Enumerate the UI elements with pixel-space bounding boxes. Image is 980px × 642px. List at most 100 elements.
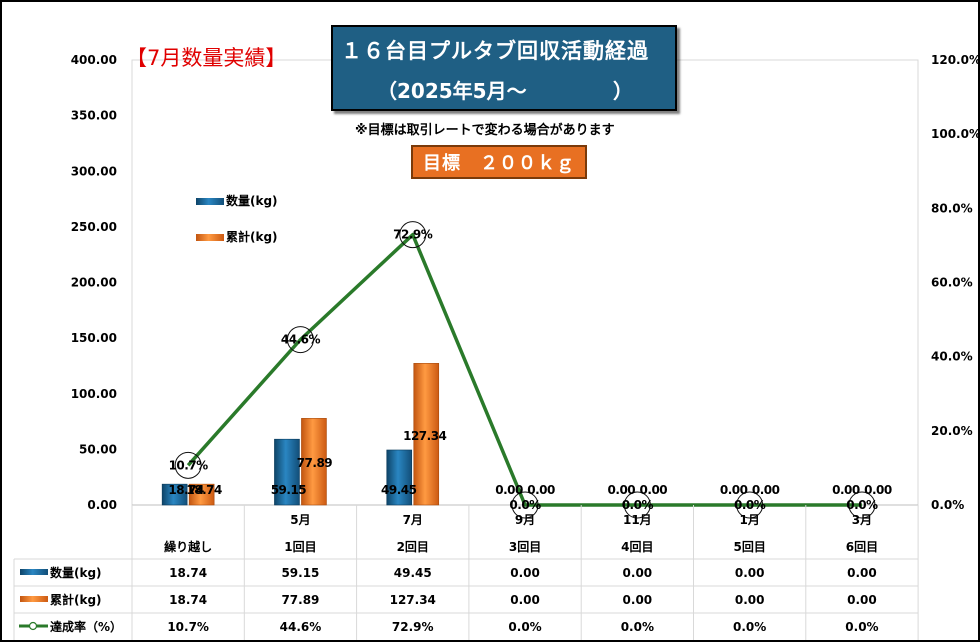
x-tick-label-round: 1回目 xyxy=(284,540,316,554)
x-tick-label-round: 3回目 xyxy=(509,540,541,554)
legend-label-cumulative: 累計(kg) xyxy=(226,229,278,244)
table-cell: 0.00 xyxy=(847,593,877,607)
data-label-cumulative: 0.00 xyxy=(752,483,780,497)
target-note: ※目標は取引レートで変わる場合があります xyxy=(355,123,615,138)
table-row-header: 数量(kg) xyxy=(50,565,102,580)
achievement-marker xyxy=(286,326,314,354)
title-box: １６台目プルタブ回収活動経過 （2025年5月～ ） xyxy=(331,25,677,111)
table-key-cumulative xyxy=(20,596,48,602)
table-cell: 0.00 xyxy=(735,593,765,607)
table-cell: 77.89 xyxy=(281,593,319,607)
bar-quantity xyxy=(161,483,188,506)
table-cell: 0.00 xyxy=(735,566,765,580)
y-right-tick-label: 0.0% xyxy=(931,498,964,512)
table-cell: 127.34 xyxy=(390,593,436,607)
x-tick-label-round: 5回目 xyxy=(733,540,765,554)
data-label-achievement: 0.0% xyxy=(509,498,541,512)
data-table: 繰り越し 5月 1回目 7月 2回目 9月 3回目 11月 4回目 1月 5回目 3月 6回目 18.74… xyxy=(13,505,919,640)
data-label-achievement: 0.0% xyxy=(846,498,878,512)
y-right-tick-label: 100.0% xyxy=(931,127,980,141)
y-right-tick-label: 40.0% xyxy=(931,350,973,364)
data-label-achievement: 0.0% xyxy=(622,498,654,512)
y-left-tick-label: 300.00 xyxy=(71,164,117,178)
y-left-tick-label: 150.00 xyxy=(71,331,117,345)
table-row-header: 累計(kg) xyxy=(50,592,102,607)
data-label-cumulative: 18.74 xyxy=(186,483,222,497)
table-cell: 0.00 xyxy=(510,593,540,607)
table-cell: 72.9% xyxy=(392,620,434,634)
data-label-quantity: 0.00 xyxy=(720,483,748,497)
data-label-achievement: 0.0% xyxy=(734,498,766,512)
data-label-quantity: 0.00 xyxy=(495,483,523,497)
data-labels: 18.74 59.15 49.45 0.00 0.00 0.00 0.00 18.74 77.8… xyxy=(168,228,892,512)
y-left-tick-label: 200.00 xyxy=(71,276,117,290)
y-left-tick-label: 250.00 xyxy=(71,220,117,234)
bar-cumulative xyxy=(301,418,327,506)
y-right-tick-label: 60.0% xyxy=(931,276,973,290)
x-tick-label-month: 11月 xyxy=(623,513,652,527)
data-label-achievement: 72.9% xyxy=(393,228,433,242)
bars xyxy=(161,363,440,506)
data-label-quantity: 0.00 xyxy=(608,483,636,497)
y-axis-right: 0.0% 20.0% 40.0% 60.0% 80.0% 100.0% 120.0% xyxy=(931,53,980,512)
bar-quantity xyxy=(386,449,413,506)
table-key-quantity xyxy=(20,569,48,575)
data-label-cumulative: 0.00 xyxy=(864,483,892,497)
data-label-quantity: 59.15 xyxy=(271,483,307,497)
x-tick-label-round: 4回目 xyxy=(621,540,653,554)
table-cell: 10.7% xyxy=(167,620,209,634)
x-tick-label-round: 繰り越し xyxy=(164,539,212,554)
y-left-tick-label: 0.00 xyxy=(87,498,117,512)
data-label-quantity: 49.45 xyxy=(381,483,417,497)
y-left-tick-label: 50.00 xyxy=(79,442,117,456)
data-label-cumulative: 77.89 xyxy=(297,456,333,470)
chart-subtitle: （2025年5月～ xyxy=(377,79,527,103)
table-cell: 0.00 xyxy=(847,566,877,580)
y-left-tick-label: 350.00 xyxy=(71,109,117,123)
bar-quantity xyxy=(274,438,300,506)
table-cell: 44.6% xyxy=(280,620,322,634)
data-label-achievement: 44.6% xyxy=(281,333,321,347)
y-axis-left: 0.00 50.00 100.00 150.00 200.00 250.00 300.00 3… xyxy=(71,53,117,512)
bar-cumulative xyxy=(413,363,440,506)
y-left-tick-label: 100.00 xyxy=(71,387,117,401)
table-cell: 0.00 xyxy=(510,566,540,580)
y-right-tick-label: 20.0% xyxy=(931,424,973,438)
achievement-marker xyxy=(174,451,202,479)
data-label-cumulative: 127.34 xyxy=(403,429,446,443)
legend-label-quantity: 数量(kg) xyxy=(226,193,278,208)
data-label-quantity: 0.00 xyxy=(832,483,860,497)
table-cell: 0.00 xyxy=(623,566,653,580)
data-label-cumulative: 0.00 xyxy=(527,483,555,497)
x-tick-label-month: 3月 xyxy=(852,513,872,527)
table-cell: 18.74 xyxy=(169,593,207,607)
achievement-marker xyxy=(511,491,539,519)
headline: 【7月数量実績】 xyxy=(126,46,287,70)
table-cell: 0.0% xyxy=(733,620,766,634)
table-cell: 0.00 xyxy=(623,593,653,607)
x-tick-label-month: 5月 xyxy=(290,513,310,527)
chart-title: １６台目プルタブ回収活動経過 xyxy=(341,39,649,63)
achievement-marker xyxy=(623,491,651,519)
table-cell: 0.0% xyxy=(845,620,878,634)
y-right-tick-label: 120.0% xyxy=(931,53,980,67)
table-cell: 49.45 xyxy=(394,566,432,580)
x-tick-label-month: 9月 xyxy=(515,513,535,527)
x-tick-label-round: 6回目 xyxy=(846,540,878,554)
data-label-quantity: 18.74 xyxy=(168,483,204,497)
bar-cumulative xyxy=(188,483,215,506)
table-key-marker xyxy=(28,621,38,631)
legend-swatch-quantity xyxy=(196,198,224,205)
table-cell: 0.0% xyxy=(621,620,654,634)
table-row-header: 達成率（%） xyxy=(50,619,122,634)
y-right-tick-label: 80.0% xyxy=(931,201,973,215)
chart-subtitle-end: ） xyxy=(613,79,633,103)
data-label-cumulative: 0.00 xyxy=(640,483,668,497)
y-left-tick-label: 400.00 xyxy=(71,53,117,67)
achievement-marker xyxy=(399,221,427,249)
table-cell: 59.15 xyxy=(281,566,319,580)
data-label-achievement: 10.7% xyxy=(169,458,209,472)
x-tick-label-month: 1月 xyxy=(739,513,759,527)
legend: 数量(kg) 累計(kg) xyxy=(196,193,278,244)
achievement-marker xyxy=(736,491,764,519)
